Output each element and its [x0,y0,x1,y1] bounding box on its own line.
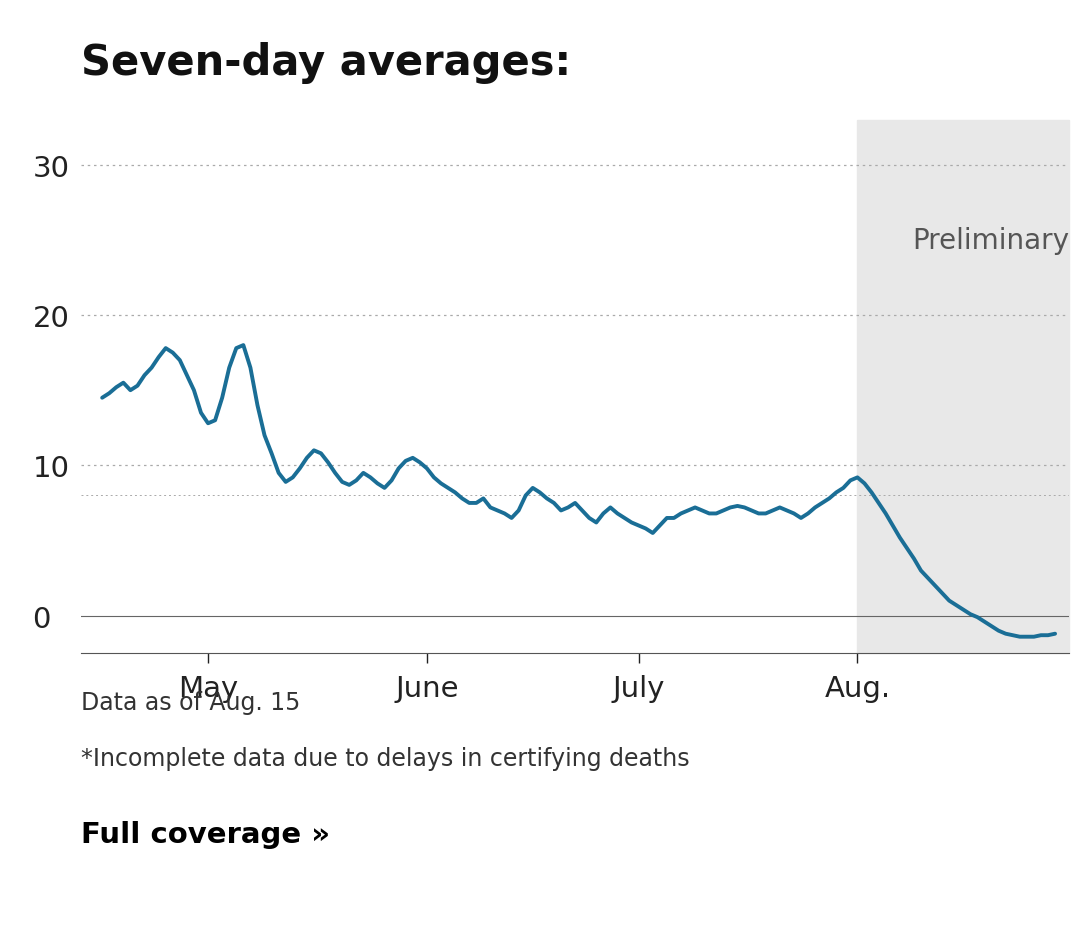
Text: Data as of Aug. 15: Data as of Aug. 15 [81,691,300,715]
Text: Seven-day averages:: Seven-day averages: [81,42,571,83]
Text: *Incomplete data due to delays in certifying deaths: *Incomplete data due to delays in certif… [81,746,690,770]
Bar [858,121,1069,654]
Text: Preliminary: Preliminary [913,226,1069,255]
Text: Full coverage »: Full coverage » [81,820,330,848]
